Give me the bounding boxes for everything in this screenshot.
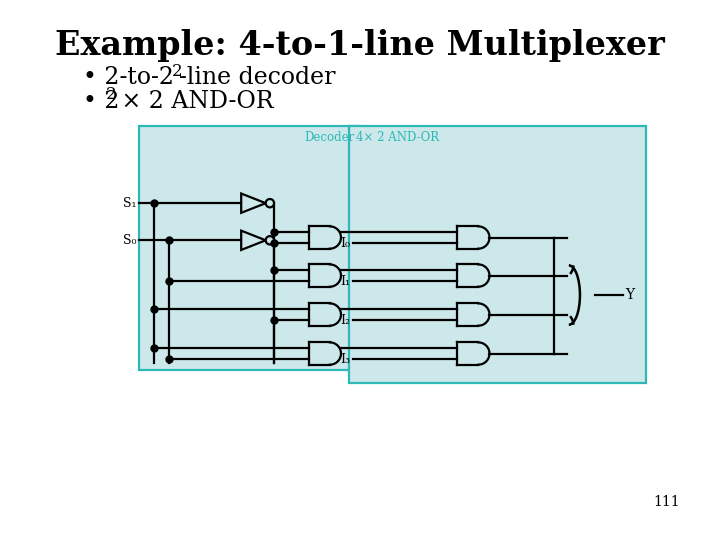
Text: Y: Y — [626, 288, 634, 302]
Circle shape — [266, 236, 274, 245]
Text: I₁: I₁ — [340, 275, 350, 288]
Polygon shape — [241, 193, 266, 213]
Text: • 2: • 2 — [84, 90, 120, 112]
Text: I₃: I₃ — [340, 353, 350, 366]
Text: 2: 2 — [171, 63, 182, 80]
Bar — [139, 126, 360, 370]
Text: S₀: S₀ — [123, 234, 136, 247]
Text: Decoder: Decoder — [304, 131, 354, 144]
Text: Example: 4-to-1-line Multiplexer: Example: 4-to-1-line Multiplexer — [55, 29, 665, 62]
Bar — [349, 126, 646, 383]
Text: × 2 AND-OR: × 2 AND-OR — [114, 90, 274, 112]
Text: S₁: S₁ — [123, 197, 136, 210]
Text: 4× 2 AND-OR: 4× 2 AND-OR — [356, 131, 439, 144]
Circle shape — [266, 199, 274, 207]
Text: 2: 2 — [106, 86, 117, 103]
Text: 111: 111 — [654, 496, 680, 509]
Text: I₂: I₂ — [340, 314, 350, 327]
Text: I₀: I₀ — [340, 237, 350, 249]
Text: -line decoder: -line decoder — [179, 66, 336, 90]
Text: • 2-to-2: • 2-to-2 — [84, 66, 174, 90]
Polygon shape — [241, 231, 266, 250]
